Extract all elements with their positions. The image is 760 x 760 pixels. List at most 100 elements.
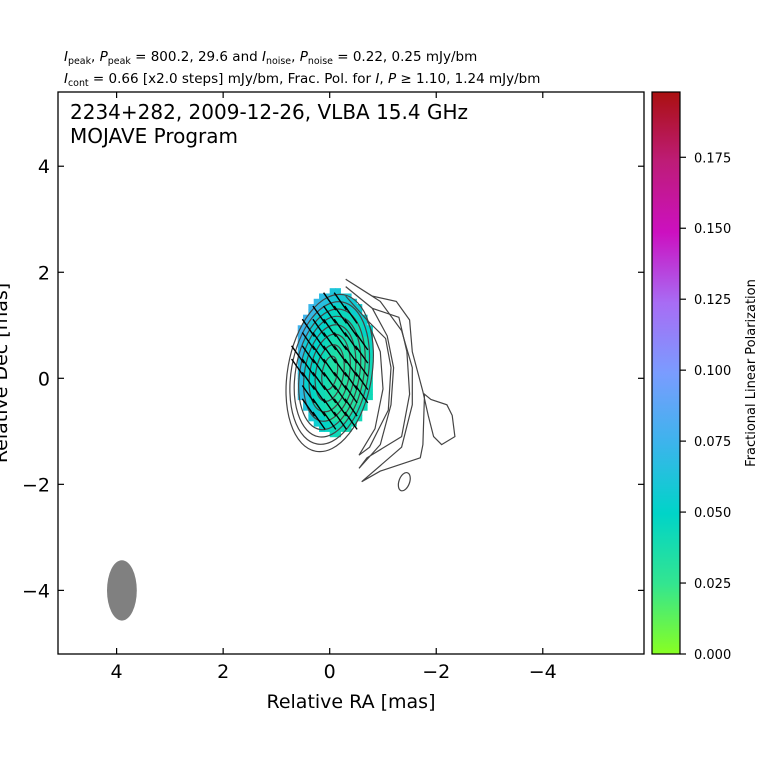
chart-title: 2234+282, 2009-12-26, VLBA 15.4 GHz <box>70 100 468 124</box>
evpa-vector <box>344 332 358 351</box>
polarization-pixel <box>324 293 331 300</box>
beam-ellipse <box>107 560 137 621</box>
polarization-pixel <box>335 394 341 401</box>
evpa-vector <box>312 358 326 377</box>
polarization-pixel <box>361 383 368 390</box>
y-axis-ticks: −4 −2 0 2 4 <box>22 156 644 602</box>
polarization-pixel <box>324 383 331 390</box>
evpa-vector <box>333 371 348 391</box>
polarization-pixel <box>335 404 341 411</box>
polarization-pixel <box>366 362 373 369</box>
polarization-pixel <box>335 378 341 385</box>
polarization-pixel <box>319 426 325 432</box>
polarization-pixel <box>324 330 331 337</box>
polarization-pixel <box>297 335 304 342</box>
polarization-pixel <box>366 367 373 374</box>
polarization-pixel <box>303 319 309 326</box>
polarization-pixel <box>356 346 363 353</box>
polarization-pixel <box>351 330 357 337</box>
y-tick-label: 0 <box>38 368 50 390</box>
contour-ring-7 <box>289 301 371 445</box>
polarization-pixel <box>345 357 352 363</box>
beam-shape <box>107 560 137 621</box>
polarization-pixel <box>345 325 352 332</box>
polarization-pixel <box>351 420 357 427</box>
polarization-pixel <box>351 399 357 406</box>
polarization-pixel <box>351 367 357 374</box>
evpa-vector <box>333 411 348 430</box>
evpa-vector <box>301 358 316 377</box>
evpa-vector <box>323 371 337 391</box>
polarization-pixel <box>340 388 347 395</box>
polarization-pixel <box>319 404 325 411</box>
evpa-vectors <box>291 292 369 430</box>
polarization-pixel <box>313 383 320 390</box>
polarization-pixel <box>351 304 357 310</box>
polarization-pixel <box>329 304 336 310</box>
x-axis-label: Relative RA [mas] <box>266 691 435 713</box>
evpa-vector <box>312 385 326 404</box>
polarization-pixel <box>308 367 315 374</box>
polarization-pixel <box>297 378 304 385</box>
polarization-pixel <box>366 378 373 385</box>
polarization-pixel <box>324 367 331 374</box>
evpa-vector <box>344 358 358 377</box>
polarization-pixel <box>335 420 341 427</box>
polarization-pixel <box>313 319 320 326</box>
chart-subtitle: MOJAVE Program <box>70 124 239 148</box>
evpa-vector <box>344 371 358 391</box>
polarization-pixel <box>329 420 336 427</box>
evpa-vector <box>312 345 326 364</box>
polarization-pixel <box>324 304 331 310</box>
polarization-pixel <box>319 309 325 316</box>
polarization-pixel <box>308 410 315 417</box>
polarization-pixel <box>324 394 331 401</box>
polarization-pixel <box>297 351 304 358</box>
evpa-vector <box>354 332 369 351</box>
contour-island <box>397 471 411 492</box>
evpa-vector <box>323 292 337 311</box>
polarization-pixel <box>308 351 315 358</box>
polarization-pixel <box>356 314 363 321</box>
evpa-vector <box>333 385 348 404</box>
x-tick-label: 2 <box>217 661 229 683</box>
polarization-pixel <box>313 351 320 358</box>
polarization-pixel <box>319 335 325 342</box>
evpa-vector <box>333 292 348 311</box>
polarization-pixel <box>335 431 341 438</box>
polarization-pixel <box>335 293 341 300</box>
polarization-pixel <box>345 314 352 321</box>
colorbar-tick-label: 0.075 <box>694 435 731 450</box>
polarization-pixel <box>324 341 331 348</box>
polarization-pixel <box>335 314 341 321</box>
x-tick-label: −2 <box>422 661 450 683</box>
polarization-pixel <box>345 330 352 337</box>
polarization-pixel <box>308 415 315 422</box>
evpa-vector <box>333 345 348 364</box>
polarization-pixel <box>361 373 368 379</box>
polarization-pixel <box>313 298 320 305</box>
polarization-pixel <box>356 378 363 385</box>
polarization-pixel <box>335 319 341 326</box>
polarization-pixel <box>308 335 315 342</box>
evpa-vector <box>301 332 316 351</box>
polarization-pixel <box>319 293 325 300</box>
polarization-pixel <box>313 314 320 321</box>
polarization-pixel <box>356 357 363 363</box>
polarization-pixel <box>303 367 309 374</box>
polarization-pixel <box>340 426 347 432</box>
polarization-pixel <box>303 383 309 390</box>
polarization-pixel <box>361 335 368 342</box>
polarization-pixel <box>324 319 331 326</box>
polarization-pixel <box>351 298 357 305</box>
polarization-pixel <box>319 388 325 395</box>
polarization-pixel <box>356 309 363 316</box>
polarization-pixel <box>345 351 352 358</box>
polarization-pixel <box>308 388 315 395</box>
polarization-pixel <box>324 399 331 406</box>
contour-outer-2 <box>345 286 411 469</box>
polarization-pixel <box>345 298 352 305</box>
evpa-vector <box>344 398 358 417</box>
colorbar-ticks: 0.000 0.025 0.050 0.075 0.100 0.125 0.150 0.175 <box>680 151 731 663</box>
polarization-pixel <box>303 341 309 348</box>
